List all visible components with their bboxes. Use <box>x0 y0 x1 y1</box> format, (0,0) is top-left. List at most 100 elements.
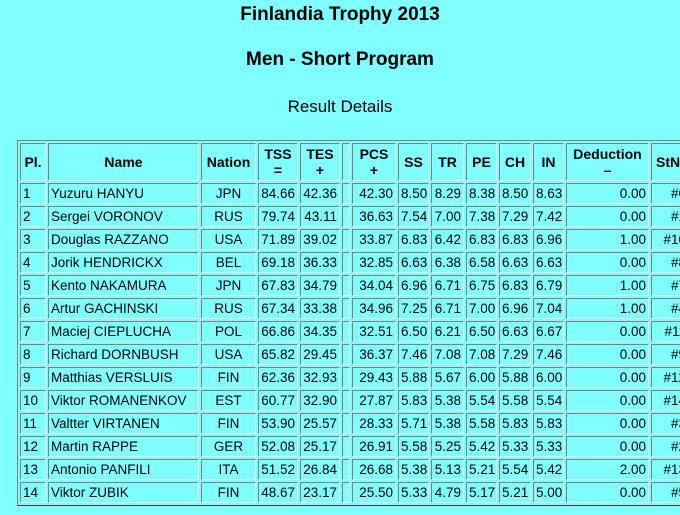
cell: 5.21 <box>466 459 497 480</box>
cell: 5.33 <box>533 436 564 457</box>
cell: 7.00 <box>431 206 464 227</box>
cell: Jorik HENDRICKX <box>48 252 199 273</box>
cell: 42.36 <box>300 183 340 204</box>
cell: 2 <box>20 206 46 227</box>
cell: 84.66 <box>258 183 298 204</box>
cell: 0.00 <box>566 482 649 503</box>
cell: 10 <box>20 390 46 411</box>
cell: 6.00 <box>533 367 564 388</box>
cell: 6.50 <box>398 321 429 342</box>
cell: 43.11 <box>300 206 340 227</box>
cell: 1 <box>20 183 46 204</box>
cell: 5.54 <box>533 390 564 411</box>
cell: 25.57 <box>300 413 340 434</box>
cell: USA <box>201 344 256 365</box>
cell: 13 <box>20 459 46 480</box>
cell: 9 <box>20 367 46 388</box>
cell: 5.00 <box>533 482 564 503</box>
cell: 5.58 <box>499 390 531 411</box>
cell: 29.45 <box>300 344 340 365</box>
result-row: 11 Valtter VIRTANEN FIN 53.90 25.57 28.33 5.71… <box>20 413 680 434</box>
cell: 6.50 <box>466 321 497 342</box>
cell: 7.04 <box>533 298 564 319</box>
cell: Valtter VIRTANEN <box>48 413 199 434</box>
cell: 4.79 <box>431 482 464 503</box>
cell: 6 <box>20 298 46 319</box>
cell: 7.38 <box>466 206 497 227</box>
cell: 5.42 <box>533 459 564 480</box>
cell: 26.84 <box>300 459 340 480</box>
column-header: Nation <box>201 143 256 181</box>
cell: 6.79 <box>533 275 564 296</box>
spacer-cell <box>342 275 350 296</box>
cell: #8 <box>651 252 680 273</box>
result-row: 6 Artur GACHINSKI RUS 67.34 33.38 34.96 7.25 6.… <box>20 298 680 319</box>
cell: 5 <box>20 275 46 296</box>
cell: 32.85 <box>352 252 396 273</box>
cell: Yuzuru HANYU <box>48 183 199 204</box>
spacer-cell <box>342 390 350 411</box>
spacer-cell <box>342 183 350 204</box>
spacer-cell <box>342 143 350 181</box>
cell: Matthias VERSLUIS <box>48 367 199 388</box>
column-header: TES + <box>300 143 340 181</box>
cell: 71.89 <box>258 229 298 250</box>
cell: 7.08 <box>466 344 497 365</box>
cell: 6.63 <box>533 252 564 273</box>
cell: 5.13 <box>431 459 464 480</box>
cell: USA <box>201 229 256 250</box>
cell: 7.54 <box>398 206 429 227</box>
cell: 5.83 <box>533 413 564 434</box>
cell: 33.38 <box>300 298 340 319</box>
cell: FIN <box>201 413 256 434</box>
cell: 1.00 <box>566 275 649 296</box>
cell: POL <box>201 321 256 342</box>
cell: 7.46 <box>398 344 429 365</box>
cell: 0.00 <box>566 413 649 434</box>
spacer-cell <box>342 298 350 319</box>
result-row: 13 Antonio PANFILI ITA 51.52 26.84 26.68 5.38 5… <box>20 459 680 480</box>
cell: 6.63 <box>499 321 531 342</box>
spacer-cell <box>342 436 350 457</box>
cell: 5.58 <box>398 436 429 457</box>
spacer-cell <box>342 459 350 480</box>
cell: 12 <box>20 436 46 457</box>
cell: 51.52 <box>258 459 298 480</box>
cell: 6.71 <box>431 275 464 296</box>
cell: JPN <box>201 275 256 296</box>
cell: #4 <box>651 298 680 319</box>
cell: Douglas RAZZANO <box>48 229 199 250</box>
cell: 36.33 <box>300 252 340 273</box>
result-row: 5 Kento NAKAMURA JPN 67.83 34.79 34.04 6.96 6.7… <box>20 275 680 296</box>
spacer-cell <box>342 482 350 503</box>
cell: 5.38 <box>431 390 464 411</box>
cell: Richard DORNBUSH <box>48 344 199 365</box>
header-text: PCS <box>359 146 389 162</box>
cell: 65.82 <box>258 344 298 365</box>
cell: 5.33 <box>398 482 429 503</box>
cell: 0.00 <box>566 436 649 457</box>
result-row: 2 Sergei VORONOV RUS 79.74 43.11 36.63 7.54 7.0… <box>20 206 680 227</box>
column-header: Pl. <box>20 143 46 181</box>
subtitle: Men - Short Program <box>246 49 434 70</box>
cell: 60.77 <box>258 390 298 411</box>
cell: 67.83 <box>258 275 298 296</box>
cell: 8.38 <box>466 183 497 204</box>
cell: 26.68 <box>352 459 396 480</box>
cell: #5 <box>651 482 680 503</box>
cell: 5.58 <box>466 413 497 434</box>
cell: 6.42 <box>431 229 464 250</box>
cell: 79.74 <box>258 206 298 227</box>
result-row: 9 Matthias VERSLUIS FIN 62.36 32.93 29.43 5.88… <box>20 367 680 388</box>
result-row: 4 Jorik HENDRICKX BEL 69.18 36.33 32.85 6.63 6.… <box>20 252 680 273</box>
cell: #6 <box>651 183 680 204</box>
cell: Viktor ZUBIK <box>48 482 199 503</box>
spacer-cell <box>342 367 350 388</box>
header-text: TES <box>306 146 334 162</box>
column-header: TR <box>431 143 464 181</box>
header-sub: = <box>273 162 283 178</box>
cell: 7.29 <box>499 344 531 365</box>
cell: 25.17 <box>300 436 340 457</box>
cell: 6.83 <box>499 275 531 296</box>
